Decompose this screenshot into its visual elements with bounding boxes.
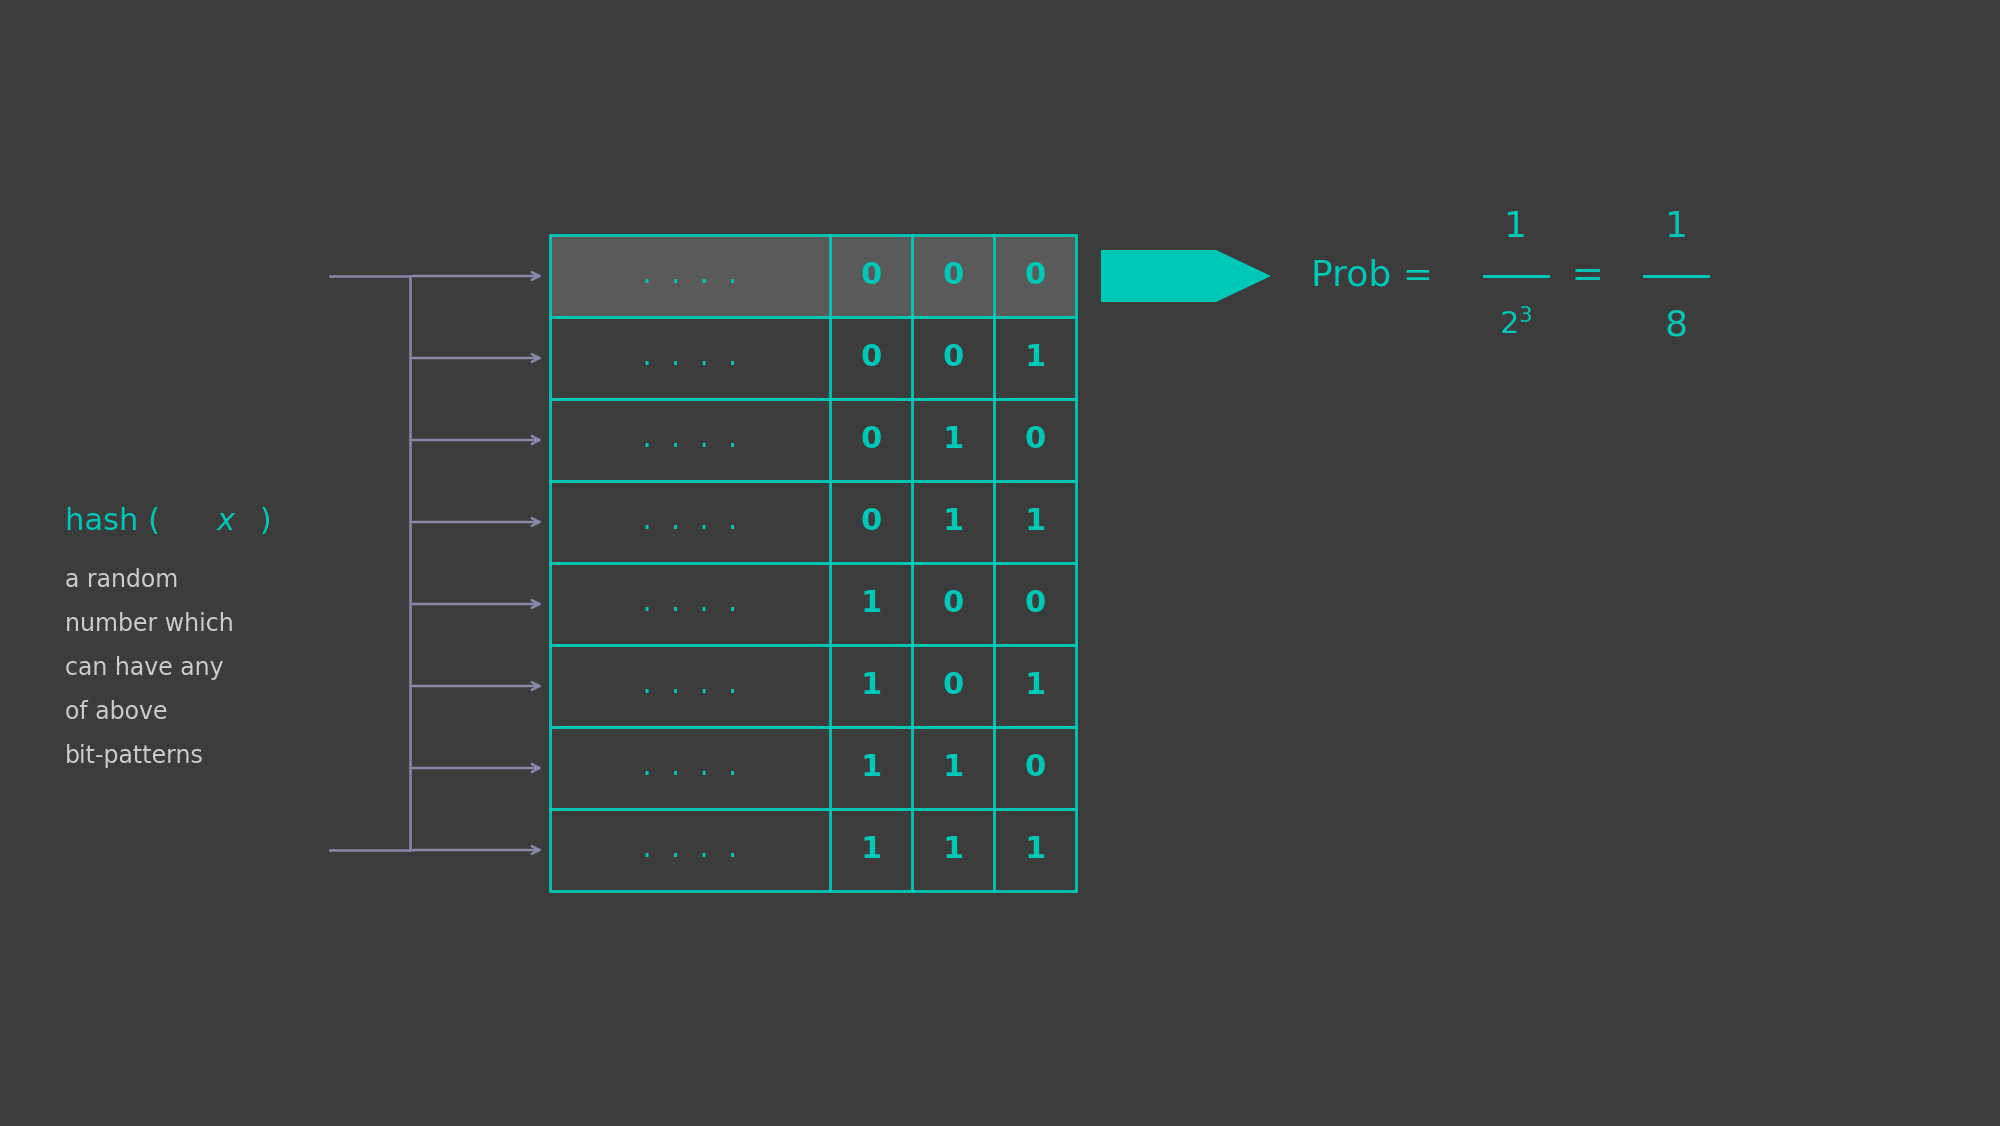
Text: 1: 1 <box>942 753 964 783</box>
Bar <box>994 808 1076 891</box>
Text: a random: a random <box>64 568 178 592</box>
Text: . . . .: . . . . <box>640 510 740 534</box>
Text: . . . .: . . . . <box>640 346 740 370</box>
Bar <box>830 318 912 399</box>
Bar <box>994 563 1076 645</box>
Bar <box>550 399 1076 481</box>
Text: hash (: hash ( <box>64 508 160 536</box>
Text: 1: 1 <box>1024 343 1046 373</box>
FancyArrow shape <box>1100 250 1272 302</box>
Bar <box>550 481 830 563</box>
Bar <box>830 399 912 481</box>
Text: 8: 8 <box>1664 309 1688 342</box>
Bar <box>830 481 912 563</box>
Text: ): ) <box>250 508 272 536</box>
Text: 0: 0 <box>942 590 964 618</box>
Bar <box>994 645 1076 727</box>
Text: 0: 0 <box>1024 590 1046 618</box>
Bar <box>550 645 1076 727</box>
Bar <box>550 318 1076 399</box>
Bar <box>550 808 830 891</box>
Bar <box>912 563 994 645</box>
Text: 1: 1 <box>860 835 882 865</box>
Bar <box>830 645 912 727</box>
Bar <box>550 235 1076 318</box>
Bar <box>550 399 830 481</box>
Bar <box>994 318 1076 399</box>
Text: 1: 1 <box>1664 211 1688 244</box>
Bar <box>550 727 1076 808</box>
Text: number which: number which <box>64 613 234 636</box>
Bar <box>550 563 1076 645</box>
Text: 0: 0 <box>860 426 882 455</box>
Text: 0: 0 <box>860 261 882 291</box>
Bar <box>994 727 1076 808</box>
Bar <box>912 808 994 891</box>
Text: 0: 0 <box>942 671 964 700</box>
Bar <box>994 481 1076 563</box>
Text: bit-patterns: bit-patterns <box>64 744 204 768</box>
Bar <box>550 563 830 645</box>
Bar <box>994 235 1076 318</box>
Bar <box>550 727 830 808</box>
Text: 1: 1 <box>942 508 964 536</box>
Bar <box>550 481 1076 563</box>
Text: $2^3$: $2^3$ <box>1500 309 1532 340</box>
Text: x: x <box>216 508 236 536</box>
Text: 1: 1 <box>860 590 882 618</box>
Text: 1: 1 <box>942 835 964 865</box>
Text: 1: 1 <box>1024 835 1046 865</box>
Bar <box>912 645 994 727</box>
Text: can have any: can have any <box>64 656 224 680</box>
Text: 0: 0 <box>942 343 964 373</box>
Text: 1: 1 <box>860 753 882 783</box>
Text: Prob =: Prob = <box>1312 259 1444 293</box>
Bar <box>550 318 830 399</box>
Bar <box>550 235 830 318</box>
Bar <box>550 645 830 727</box>
Text: 1: 1 <box>942 426 964 455</box>
Text: . . . .: . . . . <box>640 263 740 288</box>
Bar <box>994 399 1076 481</box>
Text: . . . .: . . . . <box>640 592 740 616</box>
Bar <box>830 727 912 808</box>
Bar <box>912 318 994 399</box>
Bar <box>912 481 994 563</box>
Text: 0: 0 <box>860 508 882 536</box>
Text: . . . .: . . . . <box>640 838 740 863</box>
Text: 1: 1 <box>860 671 882 700</box>
Text: 0: 0 <box>1024 753 1046 783</box>
Text: 0: 0 <box>860 343 882 373</box>
Bar <box>912 727 994 808</box>
Text: . . . .: . . . . <box>640 428 740 452</box>
Text: 1: 1 <box>1504 211 1528 244</box>
Text: 1: 1 <box>1024 671 1046 700</box>
Text: of above: of above <box>64 700 168 724</box>
Bar <box>912 399 994 481</box>
Text: 0: 0 <box>1024 426 1046 455</box>
Text: . . . .: . . . . <box>640 674 740 698</box>
Text: 0: 0 <box>1024 261 1046 291</box>
Bar <box>830 235 912 318</box>
Text: 0: 0 <box>942 261 964 291</box>
Bar <box>550 808 1076 891</box>
Text: =: = <box>1560 257 1616 295</box>
Bar <box>830 563 912 645</box>
Text: . . . .: . . . . <box>640 756 740 780</box>
Bar <box>912 235 994 318</box>
Bar <box>830 808 912 891</box>
Text: 1: 1 <box>1024 508 1046 536</box>
